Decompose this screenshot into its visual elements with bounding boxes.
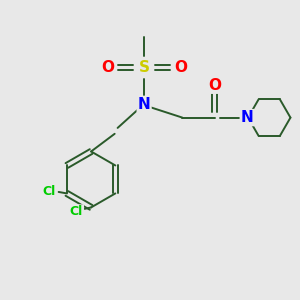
Text: S: S xyxy=(139,60,150,75)
Text: Cl: Cl xyxy=(43,185,56,199)
Text: O: O xyxy=(101,60,114,75)
Text: O: O xyxy=(174,60,188,75)
Text: Cl: Cl xyxy=(70,205,83,218)
Text: O: O xyxy=(208,78,221,93)
Text: N: N xyxy=(138,97,151,112)
Text: N: N xyxy=(241,110,253,125)
